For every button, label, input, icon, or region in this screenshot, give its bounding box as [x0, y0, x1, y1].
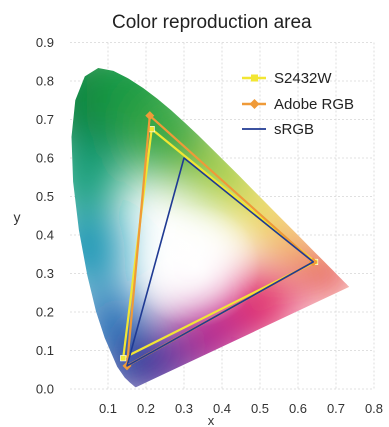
legend-item: Adobe RGB — [242, 96, 354, 113]
x-tick-label: 0.7 — [327, 401, 345, 416]
y-tick-label: 0.9 — [36, 35, 54, 50]
x-tick-label: 0.8 — [365, 401, 383, 416]
legend: S2432W Adobe RGB sRGB — [242, 70, 354, 138]
x-tick-label: 0.6 — [289, 401, 307, 416]
x-tick-label: 0.5 — [251, 401, 269, 416]
series-group — [120, 111, 319, 371]
x-tick-label: 0.4 — [213, 401, 231, 416]
legend-marker — [249, 99, 260, 109]
y-tick-label: 0.5 — [36, 189, 54, 204]
x-tick-label: 0.3 — [175, 401, 193, 416]
series-outline — [126, 157, 315, 367]
y-axis-label: y — [14, 209, 21, 225]
legend-label: Adobe RGB — [274, 96, 354, 113]
data-point — [145, 111, 155, 121]
legend-item: S2432W — [242, 70, 332, 87]
chart-title: Color reproduction area — [112, 12, 312, 33]
gamut-colour-blob — [71, 138, 124, 216]
y-tick-label: 0.4 — [36, 228, 54, 243]
y-tick-label: 0.8 — [36, 74, 54, 89]
x-tick-label: 0.2 — [137, 401, 155, 416]
axes: 0.1 0.2 0.3 0.4 0.5 0.6 0.7 0.8 0.0 0.1 0.2 0.3 0.4 0… — [14, 35, 384, 427]
y-tick-label: 0.2 — [36, 305, 54, 320]
series-srgb — [126, 157, 315, 367]
white-point-glow — [130, 204, 260, 328]
gamut-colour-blob — [77, 288, 146, 359]
y-tick-label: 0.1 — [36, 343, 54, 358]
y-tick-label: 0.7 — [36, 112, 54, 127]
legend-label: S2432W — [274, 70, 332, 87]
legend-item: sRGB — [242, 121, 314, 138]
legend-label: sRGB — [274, 121, 314, 138]
x-axis-label: x — [208, 413, 215, 427]
y-tick-label: 0.0 — [36, 382, 54, 397]
gamut-colour-blob — [71, 211, 127, 289]
legend-marker — [251, 74, 258, 82]
x-tick-label: 0.1 — [99, 401, 117, 416]
data-point — [120, 355, 127, 362]
y-tick-label: 0.6 — [36, 151, 54, 166]
y-tick-label: 0.3 — [36, 266, 54, 281]
